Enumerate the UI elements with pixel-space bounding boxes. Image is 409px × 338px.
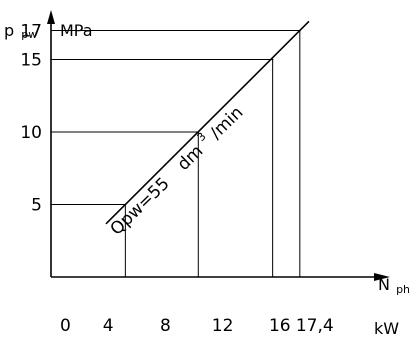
series-line [105,20,310,225]
x-tick-labels: 4 8 12 16 17,4 [103,316,334,336]
y-tick-label: 10 [20,123,42,143]
guide-lines [51,30,301,277]
y-tick-label: 15 [20,51,42,71]
x-origin-label: 0 [60,316,71,336]
annotation-unit-post: /min [206,103,247,144]
y-tick-labels: 5 10 15 17 [20,22,42,216]
data-point [271,58,274,61]
annotation-unit-sup: 3 [195,130,209,144]
x-tick-label: 4 [103,316,114,336]
flow-rate-annotation: Qpw=55 dm 3 /min [100,96,247,239]
x-axis-unit: kW [374,319,399,338]
x-axis-symbol: N [378,275,390,294]
x-axis-label: N ph [378,275,409,296]
y-axis-arrow [47,10,55,24]
annotation-unit-pre: dm [174,141,208,174]
x-tick-label: 12 [212,316,234,336]
x-tick-label: 8 [160,316,171,336]
y-axis-symbol: p [4,21,14,40]
y-tick-label: 5 [31,196,42,216]
axes [47,10,390,281]
data-point [124,203,127,206]
y-axis-symbol-sub: pw [21,28,37,41]
x-tick-label: 16 [269,316,291,336]
data-points [124,29,301,206]
x-axis-symbol-sub: ph [396,283,409,296]
x-axis-arrow [374,273,390,281]
y-axis-unit: MPa [60,21,93,40]
y-axis-label: p pw [4,21,37,41]
y-tick-label: 17 [20,22,42,42]
x-tick-label: 17,4 [296,316,334,336]
data-point [197,131,200,133]
annotation-main: Qpw=55 [107,174,174,240]
data-point [299,29,301,32]
